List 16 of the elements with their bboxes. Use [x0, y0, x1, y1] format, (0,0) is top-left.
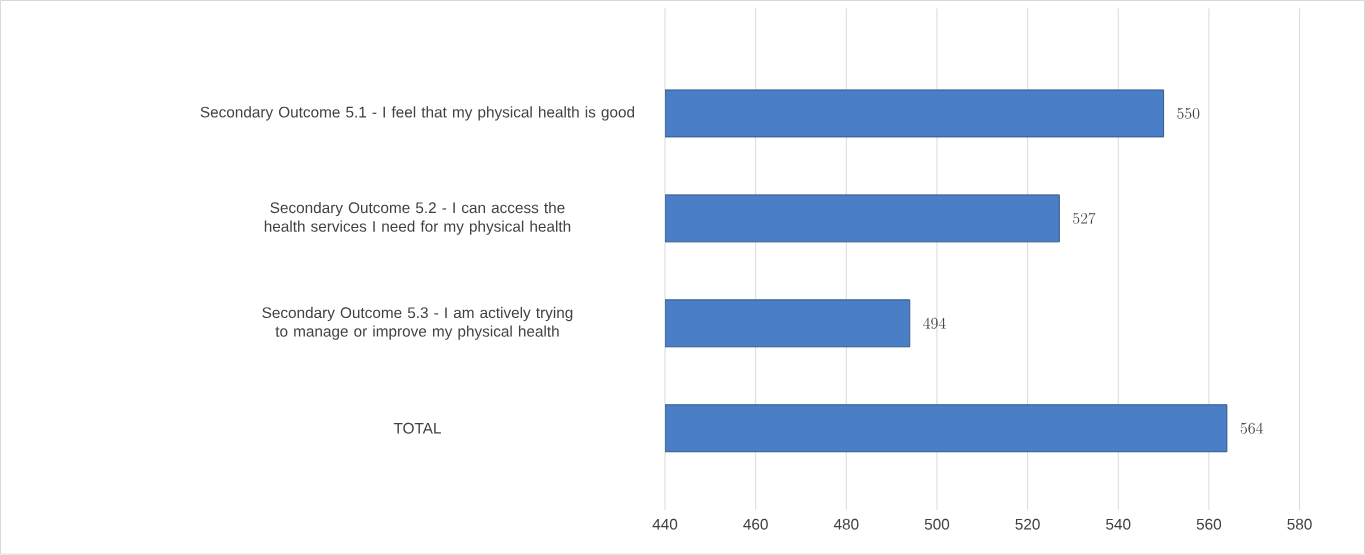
x-tick-label: 540 [1106, 519, 1131, 530]
data-label: 527 [1073, 212, 1096, 225]
x-tick-label: 480 [833, 519, 859, 530]
y-tick-label: Secondary Outcome 5.3 - I am actively trying to manage or improve my physical health [262, 307, 573, 340]
y-tick-label: TOTAL [393, 423, 441, 434]
x-tick-label: 440 [652, 519, 678, 530]
x-tick-label: 520 [1015, 519, 1040, 530]
y-tick-label: Secondary Outcome 5.2 - I can access the health services I need for my physical health [264, 202, 571, 236]
y-tick-label: Secondary Outcome 5.1 - I feel that my physical health is good [200, 106, 635, 121]
x-tick-label: 560 [1196, 519, 1222, 530]
x-tick-label: 500 [924, 519, 950, 530]
data-label: 564 [1240, 422, 1263, 434]
data-label: 494 [923, 317, 946, 330]
data-label: 550 [1177, 108, 1200, 120]
x-tick-label: 460 [743, 519, 768, 530]
x-tick-label: 580 [1287, 519, 1312, 530]
